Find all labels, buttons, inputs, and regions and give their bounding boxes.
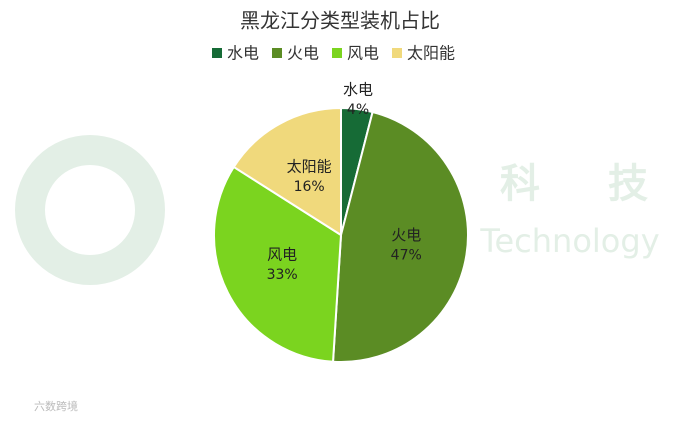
slice-value: 33%	[267, 267, 298, 283]
legend-label: 风电	[347, 44, 379, 63]
legend-swatch	[272, 48, 282, 58]
watermark: Technology	[479, 222, 659, 260]
slice-value: 47%	[391, 247, 422, 263]
legend-label: 水电	[227, 44, 259, 63]
slice-category: 水电	[343, 81, 373, 99]
watermark: 技	[608, 161, 648, 207]
slice-category: 风电	[267, 245, 297, 263]
legend-label: 火电	[287, 44, 319, 63]
source: 六数跨境	[34, 399, 78, 413]
legend-label: 太阳能	[407, 44, 455, 63]
legend-swatch	[392, 48, 402, 58]
slice-category: 火电	[391, 226, 421, 244]
watermark: 科	[500, 161, 540, 207]
legend-swatch	[212, 48, 222, 58]
pie-slice	[232, 106, 342, 237]
watermark-logo	[15, 135, 165, 285]
chart-title: 黑龙江分类型装机占比	[240, 9, 440, 33]
legend-swatch	[332, 48, 342, 58]
slice-value: 16%	[294, 179, 325, 195]
slice-category: 太阳能	[287, 158, 332, 176]
slice-value: 4%	[347, 102, 369, 118]
pie-slice	[331, 110, 469, 363]
